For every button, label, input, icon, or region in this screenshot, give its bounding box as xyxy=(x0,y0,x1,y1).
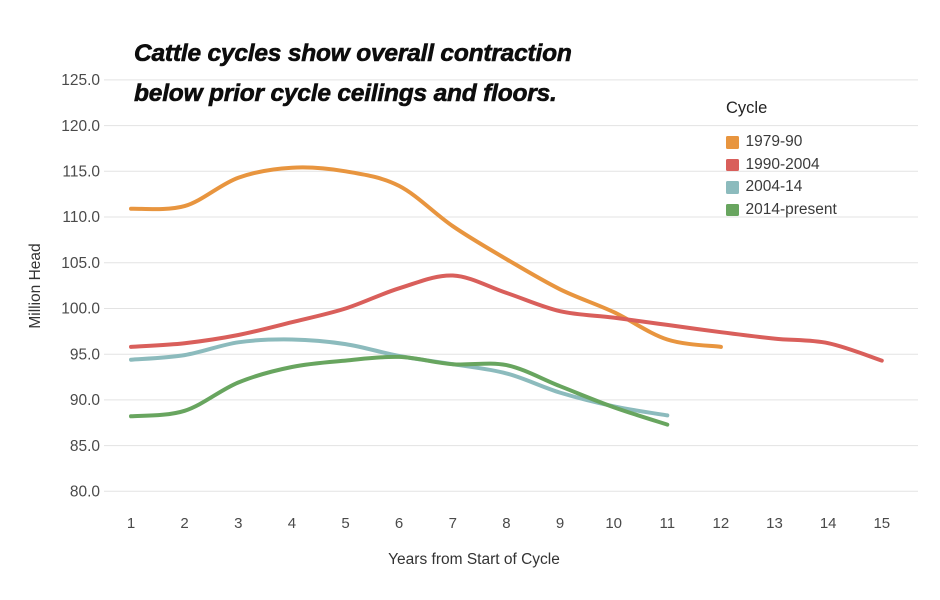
x-tick-label: 3 xyxy=(234,515,242,532)
x-tick-label: 6 xyxy=(395,515,403,532)
x-axis-title: Years from Start of Cycle xyxy=(388,551,560,568)
y-tick-label: 85.0 xyxy=(70,438,101,455)
legend-swatch-2014-present-icon xyxy=(726,203,739,216)
legend-label: 2004-14 xyxy=(745,178,803,196)
legend: Cycle 1979-90 1990-2004 2004-14 2014-pre… xyxy=(726,99,837,218)
x-tick-label: 12 xyxy=(713,515,730,532)
y-tick-label: 110.0 xyxy=(62,209,100,226)
series-line-2014-present xyxy=(129,354,670,427)
legend-item: 1979-90 xyxy=(726,133,837,151)
legend-swatch-1990-2004-icon xyxy=(726,158,739,171)
legend-swatch-2004-14-icon xyxy=(726,181,739,194)
y-tick-label: 80.0 xyxy=(70,484,101,501)
chart-title-line1: Cattle cycles show overall contraction xyxy=(134,40,572,68)
legend-label: 1990-2004 xyxy=(745,155,820,173)
y-tick-label: 105.0 xyxy=(61,255,100,272)
series-line-1990-2004 xyxy=(129,273,884,363)
legend-item: 2004-14 xyxy=(726,178,837,196)
y-tick-label: 90.0 xyxy=(70,392,101,409)
x-tick-label: 15 xyxy=(873,515,890,532)
x-tick-label: 10 xyxy=(605,515,622,532)
series-line-2004-14 xyxy=(129,337,670,418)
x-tick-label: 14 xyxy=(820,515,837,532)
legend-swatch-1979-90-icon xyxy=(726,136,739,149)
legend-title: Cycle xyxy=(726,99,768,117)
legend-item: 1990-2004 xyxy=(726,155,837,174)
chart-title-line2: below prior cycle ceilings and floors. xyxy=(134,80,557,108)
x-tick-label: 8 xyxy=(502,515,510,532)
x-tick-label: 7 xyxy=(449,515,457,532)
chart-title: Cattle cycles show overall contraction b… xyxy=(134,34,572,114)
y-tick-label: 115.0 xyxy=(62,164,100,181)
x-tick-label: 9 xyxy=(556,515,564,532)
y-tick-label: 95.0 xyxy=(70,346,101,363)
x-tick-label: 1 xyxy=(127,515,135,532)
x-tick-label: 13 xyxy=(766,515,783,532)
y-tick-label: 125.0 xyxy=(61,72,100,89)
y-tick-label: 100.0 xyxy=(61,301,100,318)
legend-label: 2014-present xyxy=(745,200,837,218)
y-tick-label: 120.0 xyxy=(61,118,100,135)
x-tick-label: 2 xyxy=(180,515,188,532)
legend-label: 1979-90 xyxy=(745,133,803,151)
x-tick-label: 5 xyxy=(341,515,349,532)
legend-item: 2014-present xyxy=(726,200,837,219)
x-tick-label: 11 xyxy=(660,515,676,532)
series-line-1979-90 xyxy=(129,165,723,349)
x-tick-label: 4 xyxy=(288,515,296,532)
legend-items: 1979-90 1990-2004 2004-14 2014-present xyxy=(726,133,837,219)
y-axis-title: Million Head xyxy=(27,243,44,329)
